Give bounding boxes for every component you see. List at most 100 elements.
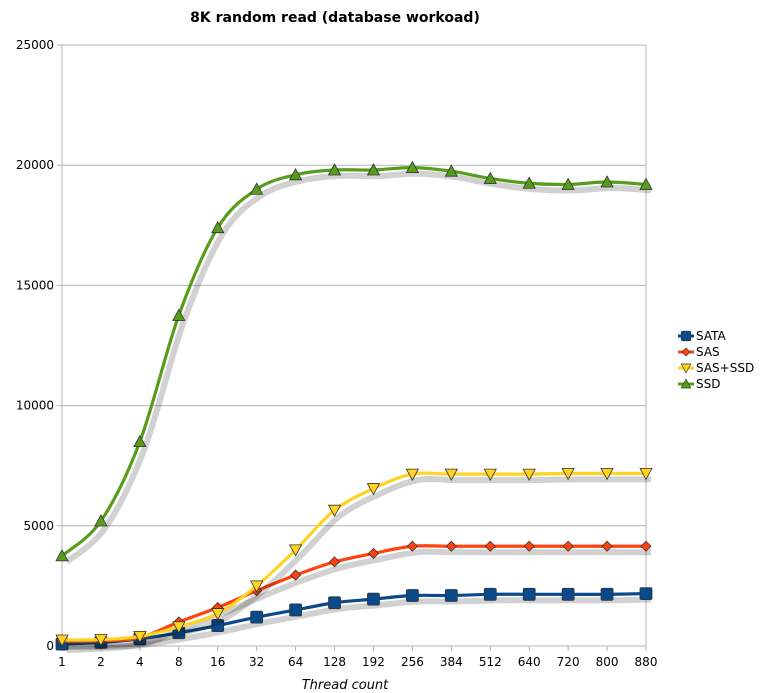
- x-tick-label: 800: [596, 655, 619, 669]
- legend-label: SAS: [696, 345, 720, 359]
- x-tick-label: 16: [210, 655, 225, 669]
- series-shadow: [65, 170, 652, 565]
- data-point: [133, 630, 147, 644]
- x-tick-label: 8: [175, 655, 183, 669]
- x-tick-label: 256: [401, 655, 424, 669]
- legend-label: SATA: [696, 329, 727, 343]
- data-point: [600, 467, 614, 481]
- data-point: [250, 610, 264, 624]
- legend-item: SAS+SSD: [678, 361, 754, 375]
- data-point: [328, 596, 341, 610]
- chart-title: 8K random read (database workoad): [190, 10, 480, 26]
- data-point: [483, 587, 497, 601]
- data-point: [445, 540, 457, 552]
- data-point: [522, 176, 536, 189]
- x-tick-label: 192: [362, 655, 385, 669]
- series-shadow: [66, 476, 651, 649]
- data-point: [289, 603, 303, 617]
- data-point: [327, 504, 342, 518]
- x-tick-label: 64: [288, 655, 303, 669]
- series-shadow: [66, 596, 652, 654]
- data-point: [601, 540, 613, 552]
- y-tick-label: 10000: [16, 399, 54, 413]
- x-tick-label: 32: [249, 655, 264, 669]
- legend-item: SSD: [678, 377, 720, 391]
- data-point: [406, 540, 418, 552]
- data-point: [444, 164, 459, 177]
- y-tick-label: 5000: [23, 519, 54, 533]
- data-point: [366, 483, 381, 496]
- data-point: [483, 468, 497, 481]
- legend-item: SAS: [678, 345, 720, 359]
- data-point: [249, 182, 264, 195]
- grid-lines: [61, 44, 647, 647]
- legend: SATA SAS SAS+SSD SSD: [678, 329, 754, 391]
- data-point: [600, 175, 614, 188]
- data-point: [405, 468, 420, 481]
- data-point: [288, 544, 303, 557]
- data-point: [405, 160, 420, 174]
- y-tick-label: 0: [46, 639, 54, 653]
- x-tick-label: 4: [136, 655, 144, 669]
- legend-label: SSD: [696, 377, 720, 391]
- data-point: [366, 163, 381, 176]
- x-axis-label: Thread count: [302, 678, 389, 693]
- data-point: [640, 540, 652, 552]
- data-point: [288, 167, 303, 181]
- data-point: [290, 569, 302, 581]
- data-point: [367, 592, 380, 606]
- data-point: [484, 540, 496, 552]
- y-tick-label: 25000: [16, 38, 54, 52]
- data-point: [522, 468, 536, 481]
- x-tick-label: 640: [518, 655, 541, 669]
- series-line: [61, 471, 646, 642]
- data-point: [55, 634, 69, 647]
- legend-marker: [680, 363, 692, 374]
- data-point: [522, 587, 536, 601]
- data-point: [600, 587, 614, 601]
- data-point: [561, 177, 575, 190]
- data-point: [444, 468, 459, 481]
- x-tick-label: 2: [97, 655, 105, 669]
- data-point: [367, 547, 380, 560]
- x-tick-label: 384: [440, 655, 463, 669]
- series-sas-ssd: [55, 467, 653, 649]
- data-point: [211, 220, 225, 234]
- legend-marker: [681, 347, 691, 357]
- data-point: [483, 171, 497, 184]
- data-point: [561, 587, 575, 601]
- legend-marker: [680, 330, 692, 342]
- data-point: [639, 587, 653, 600]
- series-sas: [56, 540, 652, 651]
- data-point: [444, 589, 458, 602]
- data-point: [405, 589, 419, 602]
- y-tick-label: 15000: [16, 278, 54, 292]
- x-tick-label: 720: [557, 655, 580, 669]
- data-point: [94, 634, 108, 647]
- legend-label: SAS+SSD: [696, 361, 754, 375]
- data-point: [94, 514, 108, 527]
- series-layer: [55, 160, 653, 654]
- x-tick-label: 512: [479, 655, 502, 669]
- series-line: [61, 544, 646, 643]
- data-point: [562, 540, 574, 552]
- data-point: [133, 434, 147, 448]
- x-tick-label: 880: [635, 655, 658, 669]
- data-point: [249, 580, 264, 593]
- data-point: [172, 308, 186, 321]
- data-point: [55, 549, 69, 562]
- data-point: [523, 540, 535, 552]
- series-line: [61, 591, 647, 646]
- y-tick-label: 20000: [16, 158, 54, 172]
- data-point: [328, 556, 341, 568]
- legend-item: SATA: [678, 329, 727, 343]
- data-point: [211, 608, 225, 621]
- y-axis-ticks: 0 5000 10000 15000 20000 25000: [16, 38, 62, 653]
- legend-marker: [680, 378, 692, 389]
- data-point: [561, 467, 575, 481]
- series-shadow: [66, 548, 651, 651]
- x-axis-ticks: 1 2 4 8 16 32 64 128 192 256 384 512 640 720 800 880: [58, 646, 657, 669]
- data-point: [327, 163, 342, 176]
- x-tick-label: 1: [58, 655, 66, 669]
